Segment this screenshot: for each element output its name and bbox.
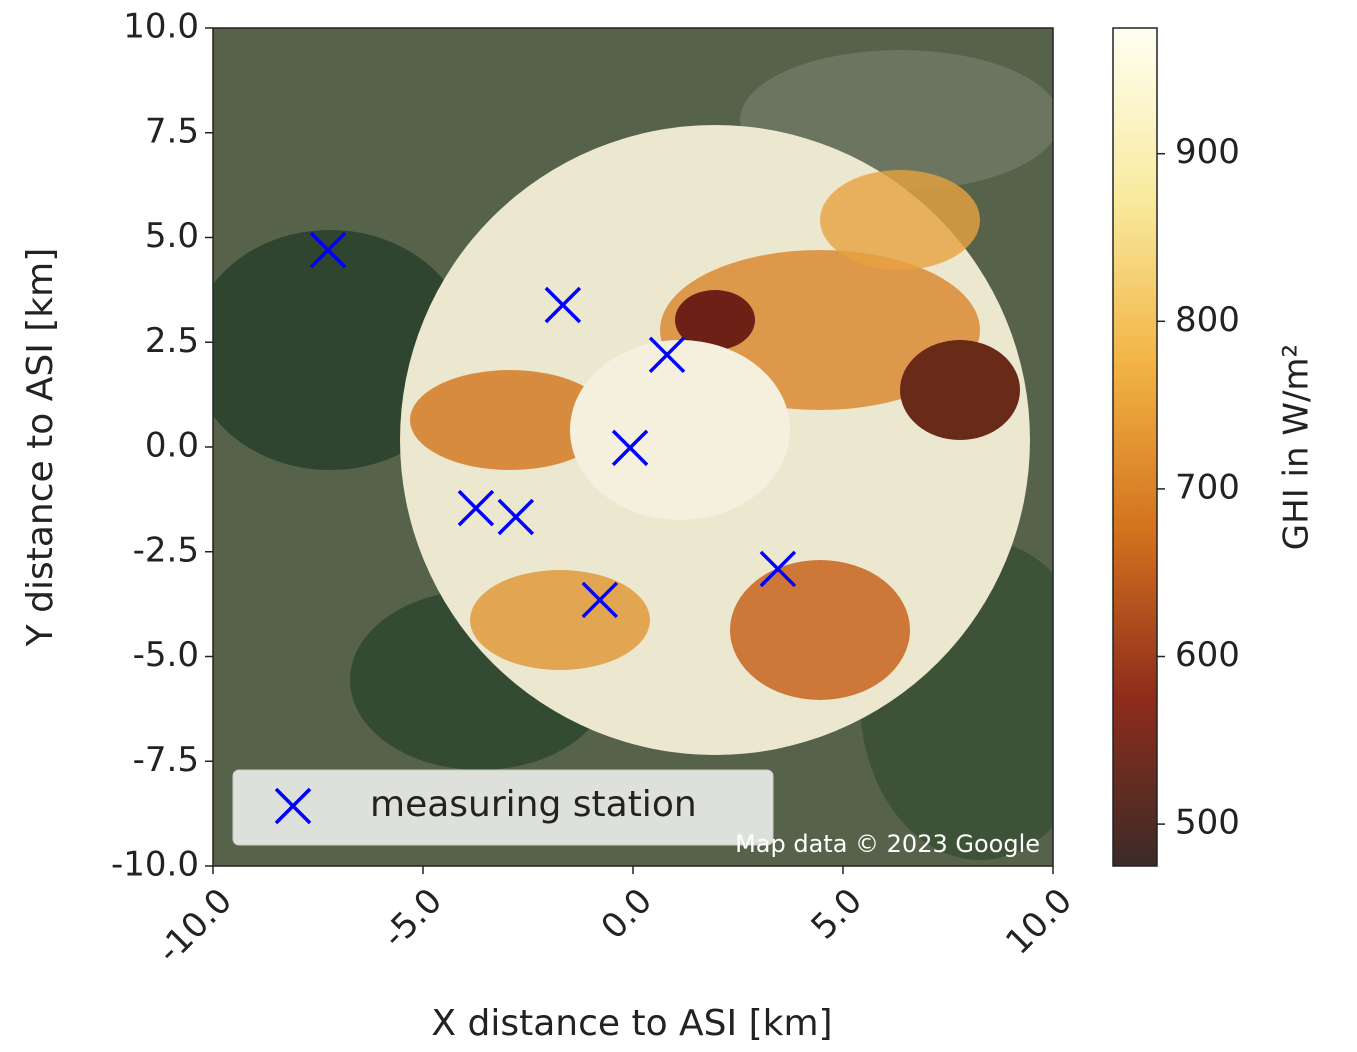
x-axis-label: X distance to ASI [km] <box>431 1003 832 1044</box>
colorbar-label: GHI in W/m² <box>1277 344 1317 550</box>
y-axis-label: Y distance to ASI [km] <box>20 248 61 648</box>
y-tick-label: -7.5 <box>133 740 199 780</box>
y-tick-label: -10.0 <box>111 845 199 885</box>
colorbar-tick-label: 800 <box>1175 300 1240 340</box>
y-tick-label: 2.5 <box>145 321 199 361</box>
colorbar-tick-label: 500 <box>1175 803 1240 843</box>
legend-label: measuring station <box>370 784 697 825</box>
annotation: Map data © 2023 Google <box>735 830 1040 858</box>
y-tick-label: 0.0 <box>145 426 199 466</box>
y-tick-label: 7.5 <box>145 111 199 151</box>
colorbar-tick-label: 700 <box>1175 467 1240 507</box>
y-tick-label: -2.5 <box>133 530 199 570</box>
colorbar-tick-label: 600 <box>1175 635 1240 675</box>
colorbar-tick-label: 900 <box>1175 132 1240 172</box>
x-tick-label: -10.0 <box>150 881 240 971</box>
y-tick-label: 10.0 <box>123 7 199 47</box>
y-tick-label: 5.0 <box>145 216 199 256</box>
chart: Map data © 2023 Google X distance to ASI… <box>0 0 1357 1048</box>
y-tick-label: -5.0 <box>133 635 199 675</box>
x-tick-label: 0.0 <box>594 881 661 948</box>
x-tick-label: 5.0 <box>804 881 871 948</box>
x-tick-label: -5.0 <box>375 881 450 956</box>
map-background <box>190 28 1100 866</box>
colorbar <box>1113 28 1157 866</box>
x-tick-label: 10.0 <box>998 881 1080 963</box>
